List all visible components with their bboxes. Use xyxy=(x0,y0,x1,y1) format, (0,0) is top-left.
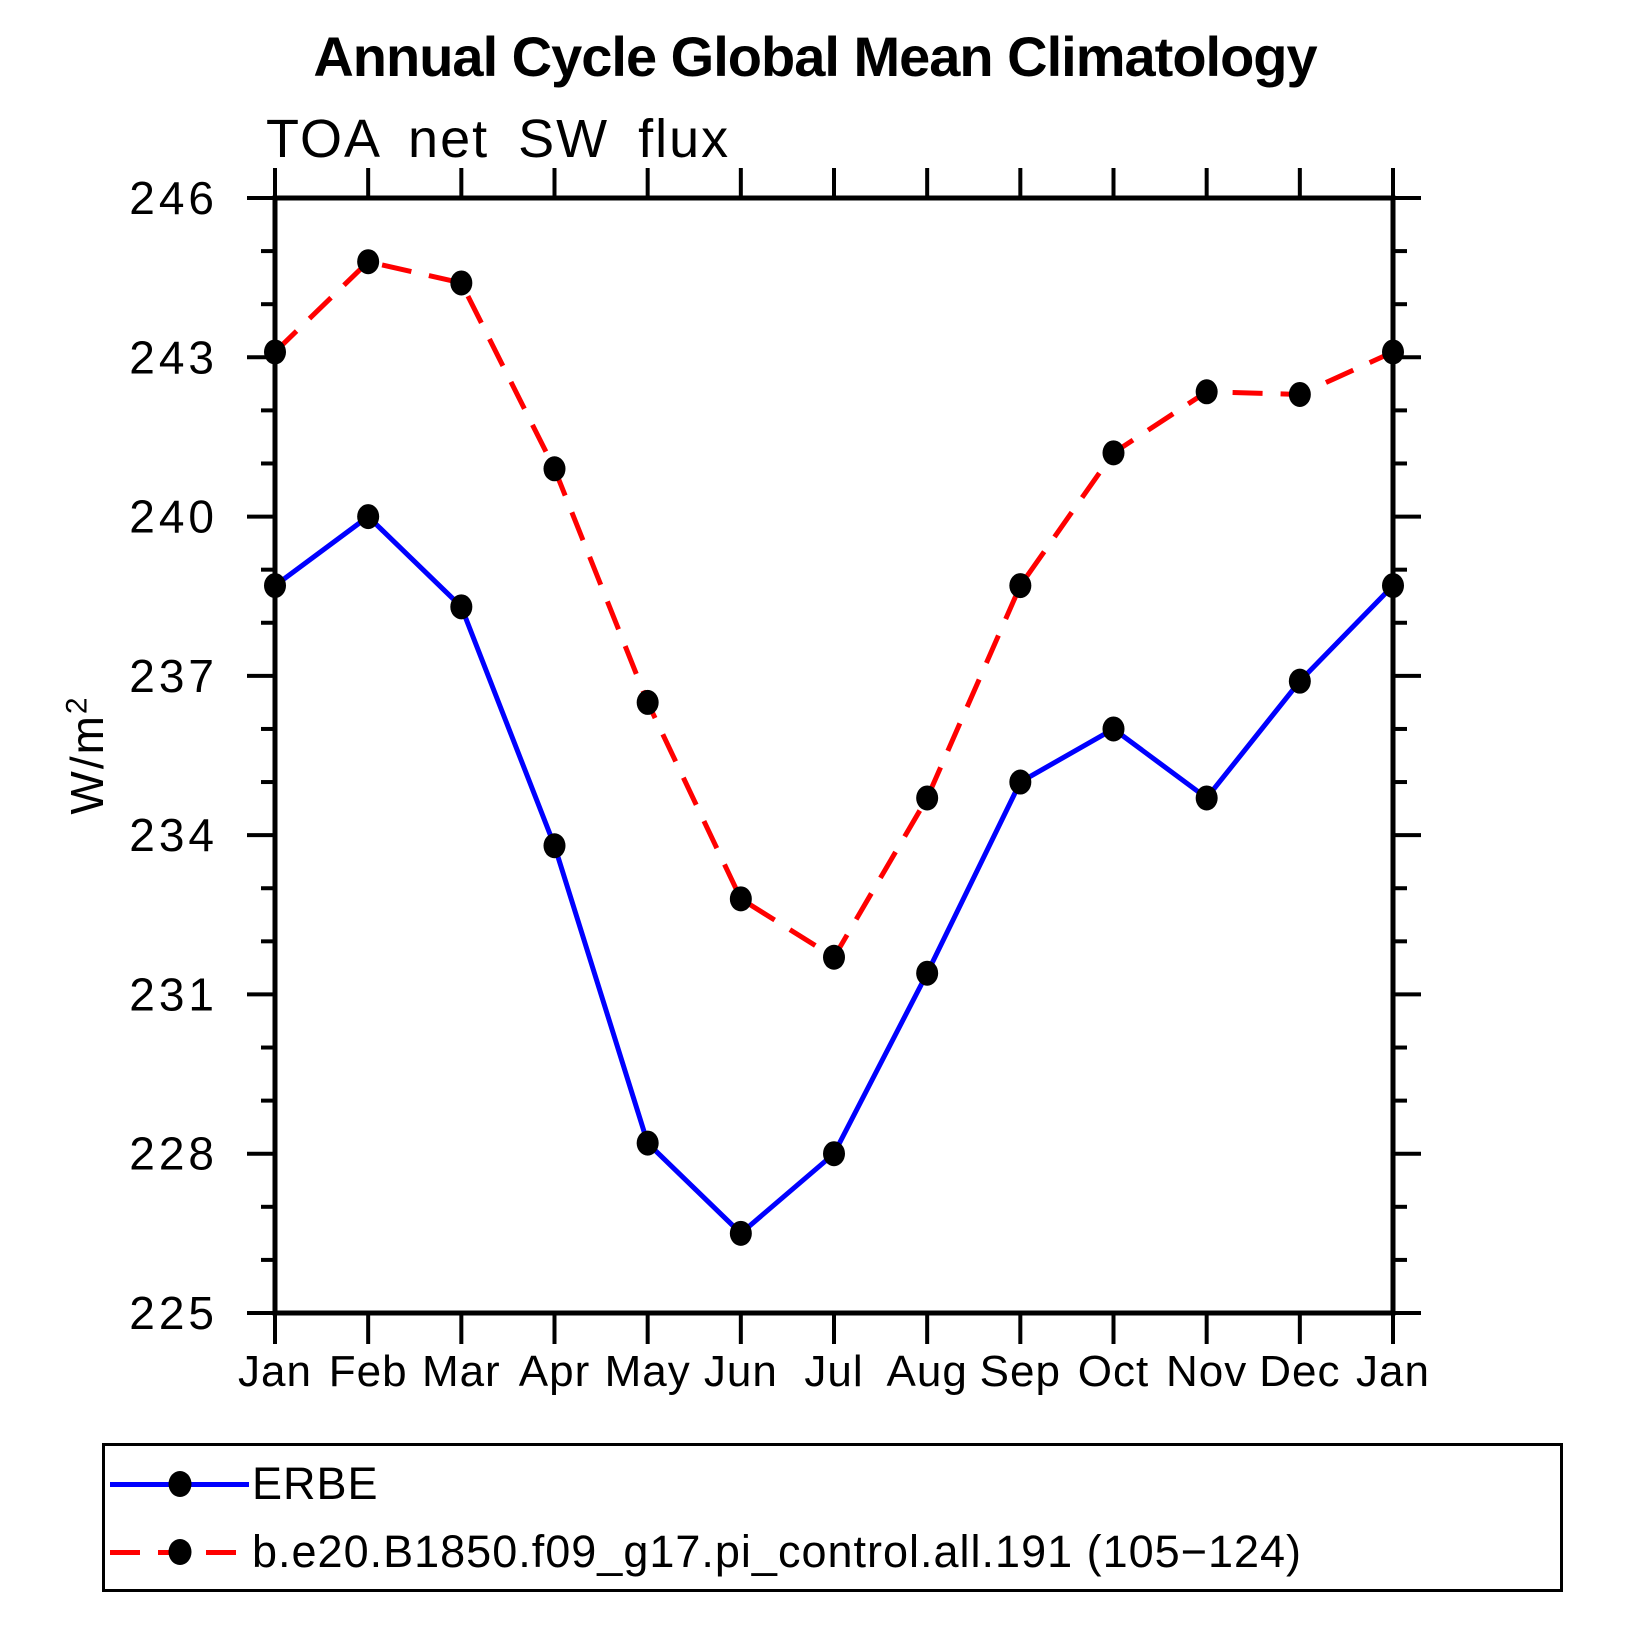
x-axis: Jan Feb Mar Apr May Jun Jul Aug Sep Oct Nov Dec Jan xyxy=(238,168,1430,1396)
series-model xyxy=(264,249,1404,970)
chart-title: Annual Cycle Global Mean Climatology xyxy=(313,25,1317,88)
data-point-marker xyxy=(1382,573,1404,599)
data-point-marker xyxy=(543,456,566,482)
data-point-marker xyxy=(636,1130,659,1156)
data-point-marker xyxy=(450,270,473,296)
x-tick-label: Oct xyxy=(1078,1347,1149,1396)
y-tick-label: 237 xyxy=(129,650,218,702)
data-point-marker xyxy=(636,689,659,715)
x-tick-label: Apr xyxy=(519,1347,590,1396)
data-point-marker xyxy=(1382,339,1404,365)
x-tick-label: Jun xyxy=(704,1347,778,1396)
legend-item-model: b.e20.B1850.f09_g17.pi_control.all.191 (… xyxy=(110,1522,1302,1582)
data-point-marker xyxy=(357,504,380,530)
data-point-marker xyxy=(1009,573,1032,599)
legend-label-erbe: ERBE xyxy=(252,1458,379,1509)
data-point-marker xyxy=(823,944,845,970)
legend-label-model: b.e20.B1850.f09_g17.pi_control.all.191 (… xyxy=(252,1526,1303,1577)
data-point-marker xyxy=(543,833,566,859)
data-point-marker xyxy=(916,785,939,811)
y-axis: 225 228 231 234 237 240 243 246 xyxy=(129,172,1421,1339)
series-erbe xyxy=(264,504,1404,1246)
y-tick-label: 225 xyxy=(129,1287,218,1339)
series-line-model xyxy=(273,258,1395,961)
data-point-marker xyxy=(916,960,939,986)
data-point-marker xyxy=(823,1141,845,1167)
x-tick-label: Feb xyxy=(329,1347,408,1396)
legend-box: ERBE b.e20.B1850.f09_g17.pi_control.all.… xyxy=(102,1443,1563,1592)
x-tick-label: Jan xyxy=(1356,1347,1430,1396)
data-point-marker xyxy=(1195,379,1218,405)
data-point-marker xyxy=(450,594,473,620)
x-tick-label: Dec xyxy=(1259,1347,1340,1396)
x-tick-label: Nov xyxy=(1166,1347,1247,1396)
data-point-marker xyxy=(729,886,752,912)
chart-subtitle: TOA net SW flux xyxy=(266,109,731,169)
legend-marker-erbe xyxy=(168,1471,191,1497)
data-point-marker xyxy=(1288,381,1311,407)
series-line-erbe xyxy=(273,513,1395,1237)
data-point-marker xyxy=(1009,769,1032,795)
legend-line-sample-model xyxy=(110,1539,249,1565)
data-point-marker xyxy=(1288,668,1311,694)
y-tick-label: 240 xyxy=(129,491,218,543)
x-tick-label: Sep xyxy=(980,1347,1061,1396)
y-tick-label: 243 xyxy=(129,331,218,383)
data-point-marker xyxy=(729,1220,752,1246)
data-point-marker xyxy=(264,339,286,365)
legend-item-erbe: ERBE xyxy=(110,1454,379,1514)
x-tick-label: Jul xyxy=(804,1347,863,1396)
y-tick-label: 234 xyxy=(129,809,218,861)
legend-marker-model xyxy=(168,1539,191,1565)
y-tick-label: 228 xyxy=(129,1128,218,1180)
x-tick-label: May xyxy=(605,1347,691,1396)
data-point-marker xyxy=(1102,440,1125,466)
y-tick-label: 246 xyxy=(129,172,218,224)
data-point-marker xyxy=(1102,716,1125,742)
data-point-marker xyxy=(264,573,286,599)
legend-line-sample-erbe xyxy=(110,1471,249,1497)
data-point-marker xyxy=(1195,785,1218,811)
x-tick-label: Aug xyxy=(887,1347,968,1396)
y-tick-label: 231 xyxy=(129,968,218,1020)
data-point-marker xyxy=(357,249,380,275)
x-tick-label: Mar xyxy=(422,1347,501,1396)
x-tick-label: Jan xyxy=(238,1347,312,1396)
